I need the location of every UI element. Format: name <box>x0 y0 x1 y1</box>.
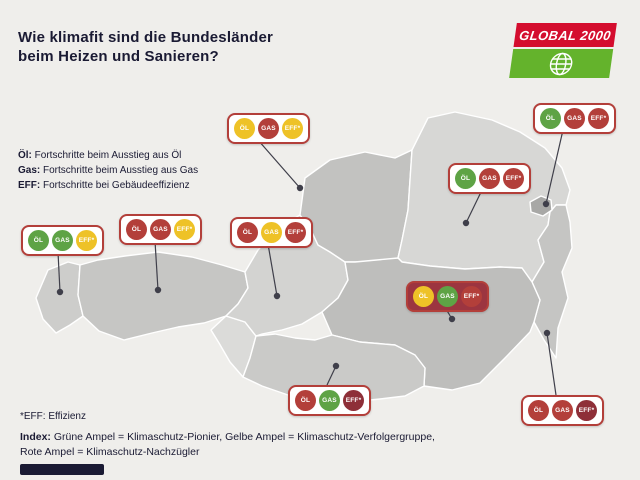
connector-line <box>465 189 483 224</box>
badge-oberoesterreich: ÖL GAS EFF* <box>227 113 310 144</box>
oil-indicator: ÖL <box>28 230 49 251</box>
legend-key: EFF: <box>18 180 41 191</box>
connector-dot <box>296 184 304 192</box>
index-note: Index: Grüne Ampel = Klimaschutz-Pionier… <box>20 430 435 460</box>
oil-indicator: ÖL <box>528 400 549 421</box>
index-line2: Rote Ampel = Klimaschutz-Nachzügler <box>20 446 200 458</box>
legend-text: Fortschritte beim Ausstieg aus Öl <box>34 150 182 161</box>
connector-dot <box>273 292 281 300</box>
oil-indicator: ÖL <box>295 390 316 411</box>
legend-text: Fortschritte beim Ausstieg aus Gas <box>43 165 199 176</box>
connector-dot <box>542 200 550 208</box>
gas-indicator: GAS <box>437 286 458 307</box>
legend-key: Öl: <box>18 150 32 161</box>
connector-line <box>546 332 557 396</box>
eff-footnote: *EFF: Effizienz <box>20 411 86 422</box>
efficiency-indicator: EFF* <box>503 168 524 189</box>
logo-globe-panel <box>509 49 614 78</box>
index-label: Index: <box>20 431 51 443</box>
efficiency-indicator: EFF* <box>282 118 303 139</box>
badge-vorarlberg: ÖL GAS EFF* <box>21 225 104 256</box>
badge-burgenland: ÖL GAS EFF* <box>521 395 604 426</box>
oil-indicator: ÖL <box>234 118 255 139</box>
badge-kaernten: ÖL GAS EFF* <box>288 385 371 416</box>
connector-line <box>257 139 301 189</box>
badge-tirol: ÖL GAS EFF* <box>119 214 202 245</box>
connector-dot <box>448 315 456 323</box>
connector-line <box>154 240 159 291</box>
gas-indicator: GAS <box>564 108 585 129</box>
legend-item-gas: Gas: Fortschritte beim Ausstieg aus Gas <box>18 163 198 178</box>
connector-dot <box>462 219 470 227</box>
connector-line <box>267 243 278 297</box>
legend-key: Gas: <box>18 165 41 176</box>
gas-indicator: GAS <box>319 390 340 411</box>
legend-item-oil: Öl: Fortschritte beim Ausstieg aus Öl <box>18 148 198 163</box>
connector-line <box>545 129 564 205</box>
gas-indicator: GAS <box>552 400 573 421</box>
index-line1: Grüne Ampel = Klimaschutz-Pionier, Gelbe… <box>53 431 435 443</box>
badge-salzburg: ÖL GAS EFF* <box>230 217 313 248</box>
badge-steiermark: ÖL GAS EFF* <box>406 281 489 312</box>
efficiency-indicator: EFF* <box>285 222 306 243</box>
footer-bar <box>20 464 104 475</box>
efficiency-indicator: EFF* <box>343 390 364 411</box>
gas-indicator: GAS <box>479 168 500 189</box>
globe-icon <box>549 52 573 75</box>
oil-indicator: ÖL <box>126 219 147 240</box>
oil-indicator: ÖL <box>237 222 258 243</box>
connector-dot <box>332 362 340 370</box>
gas-indicator: GAS <box>261 222 282 243</box>
logo-wordmark: GLOBAL 2000 <box>513 23 617 47</box>
gas-indicator: GAS <box>150 219 171 240</box>
connector-line <box>57 251 61 293</box>
badge-wien: ÖL GAS EFF* <box>533 103 616 134</box>
legend-item-eff: EFF: Fortschritte bei Gebäudeeffizienz <box>18 178 198 193</box>
efficiency-indicator: EFF* <box>174 219 195 240</box>
connector-dot <box>154 286 162 294</box>
gas-indicator: GAS <box>258 118 279 139</box>
connector-line <box>326 365 337 386</box>
badge-niederoesterreich: ÖL GAS EFF* <box>448 163 531 194</box>
oil-indicator: ÖL <box>455 168 476 189</box>
global2000-logo: GLOBAL 2000 <box>509 23 617 78</box>
efficiency-indicator: EFF* <box>461 286 482 307</box>
connector-dot <box>56 288 64 296</box>
page-title: Wie klimafit sind die Bundesländer beim … <box>18 29 274 65</box>
legend-text: Fortschritte bei Gebäudeeffizienz <box>43 180 190 191</box>
state-burgenland <box>531 204 573 359</box>
gas-indicator: GAS <box>52 230 73 251</box>
efficiency-indicator: EFF* <box>76 230 97 251</box>
oil-indicator: ÖL <box>540 108 561 129</box>
efficiency-indicator: EFF* <box>588 108 609 129</box>
legend: Öl: Fortschritte beim Ausstieg aus Öl Ga… <box>18 148 198 193</box>
efficiency-indicator: EFF* <box>576 400 597 421</box>
oil-indicator: ÖL <box>413 286 434 307</box>
connector-dot <box>543 329 551 337</box>
